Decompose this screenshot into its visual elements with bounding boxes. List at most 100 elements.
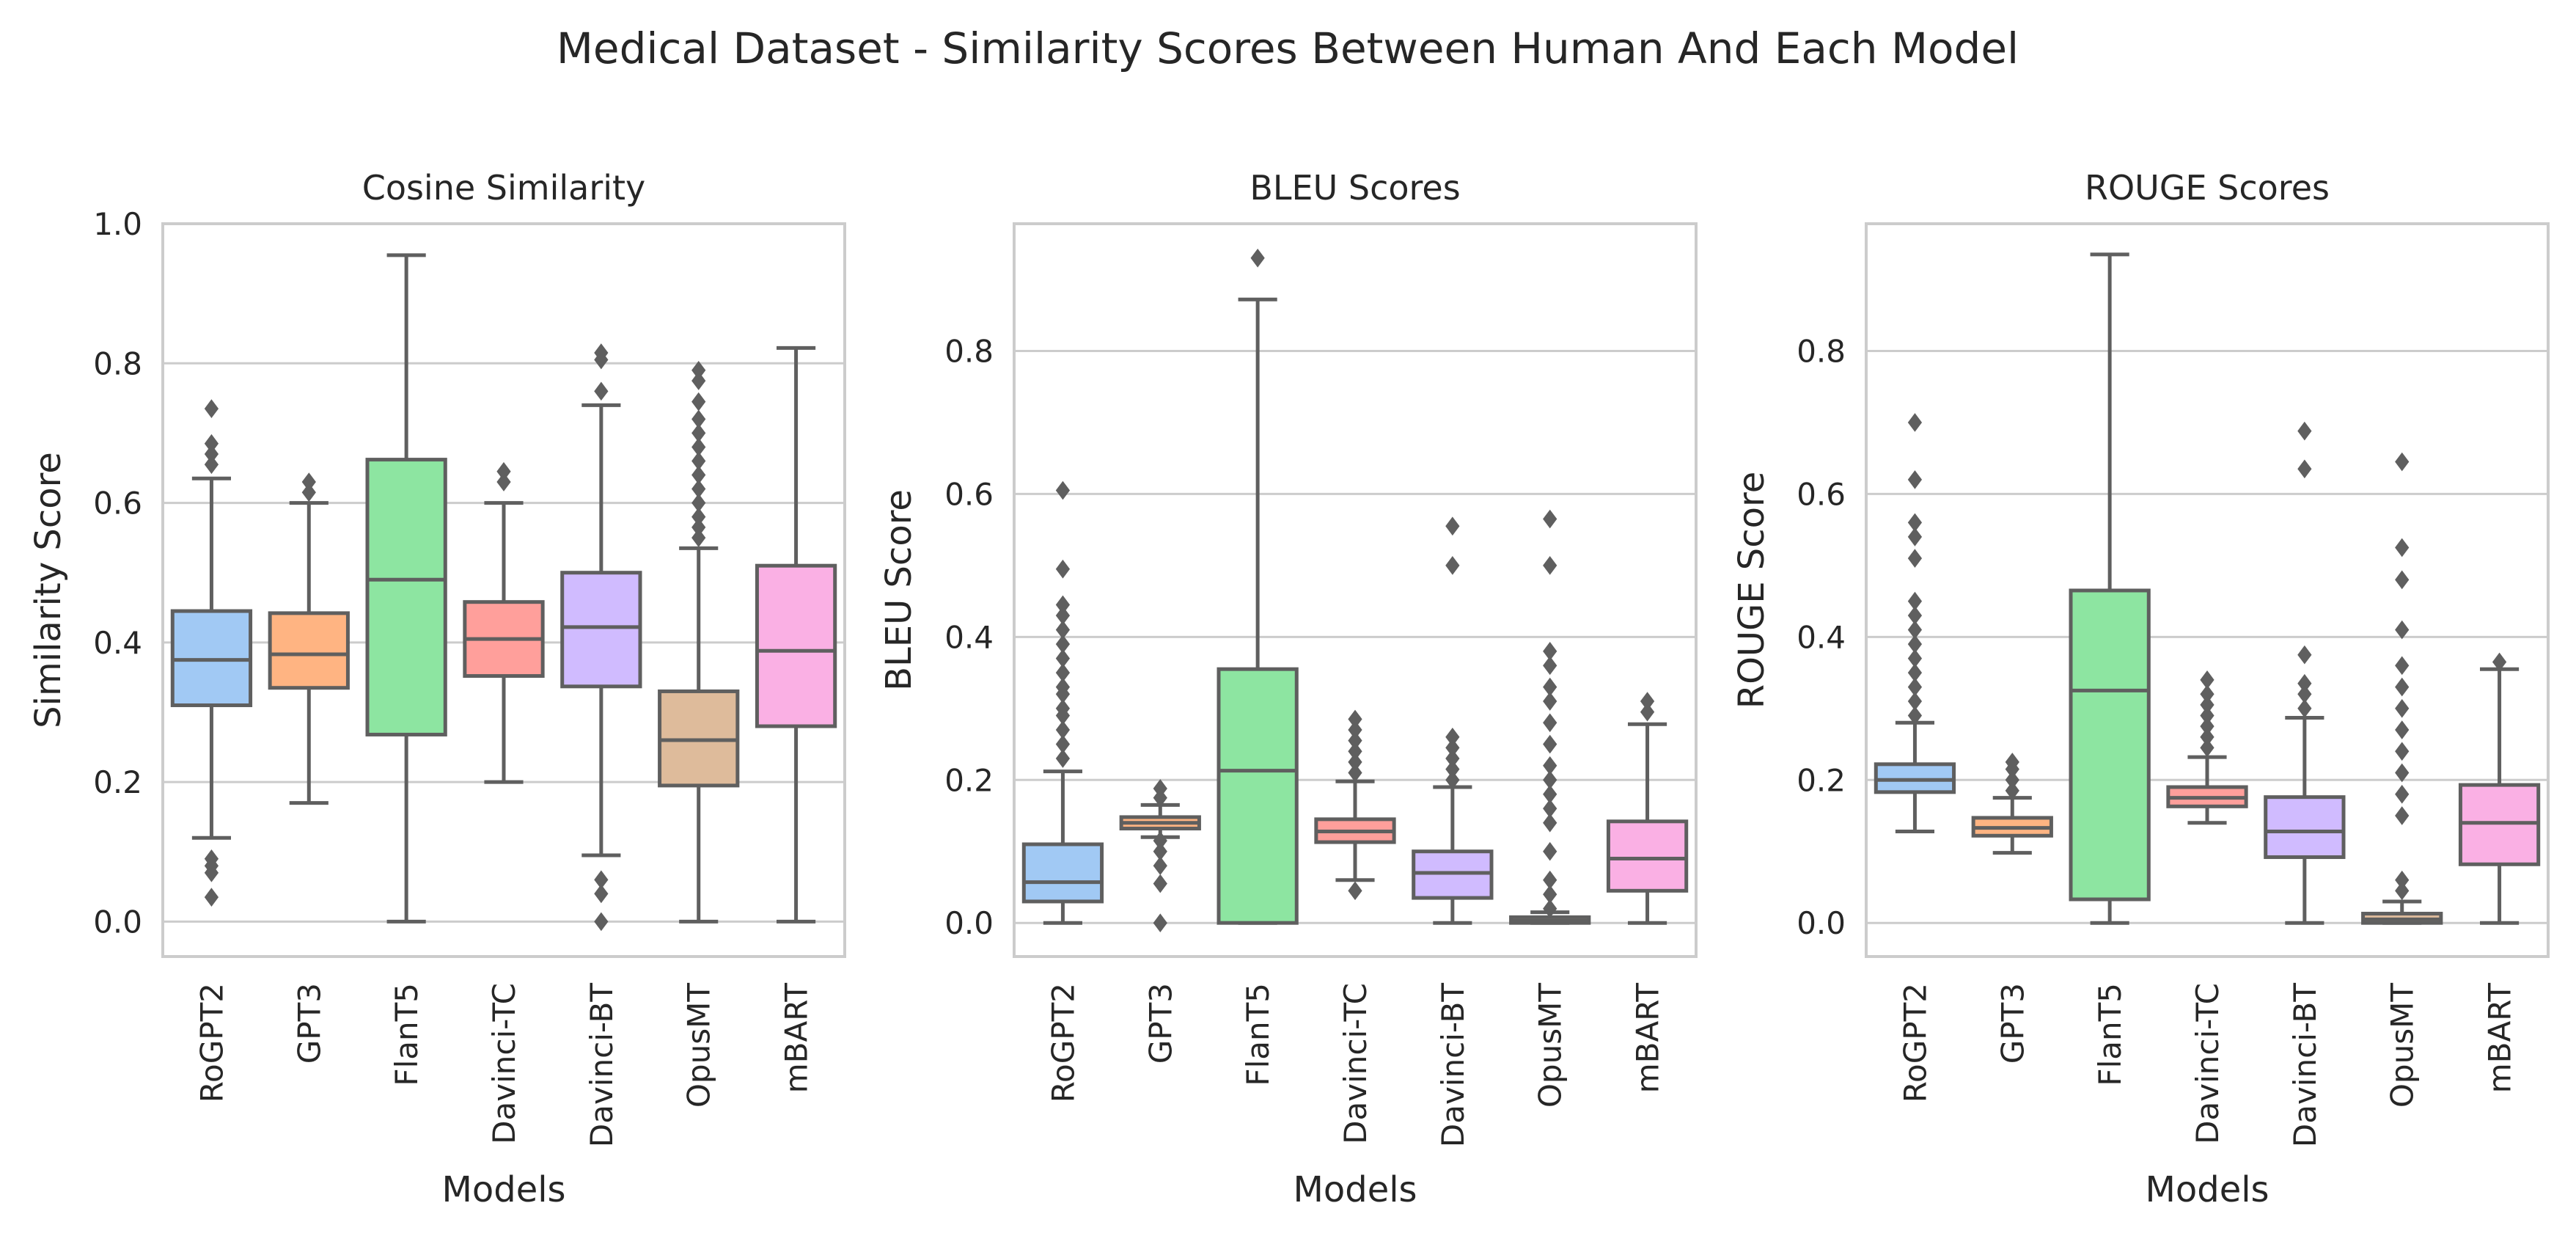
outlier-point bbox=[1907, 692, 1923, 711]
outlier-point bbox=[1055, 635, 1071, 654]
outlier-point bbox=[594, 884, 609, 904]
outlier-point bbox=[1055, 595, 1071, 615]
y-tick-label: 0.0 bbox=[93, 904, 142, 940]
outlier-point bbox=[1640, 692, 1655, 711]
outlier-point bbox=[1907, 620, 1923, 640]
outlier-point bbox=[1445, 727, 1460, 747]
y-tick-label: 0.8 bbox=[944, 333, 994, 369]
outlier-point bbox=[2200, 717, 2214, 736]
outlier-point bbox=[204, 888, 219, 907]
iqr-box bbox=[2264, 795, 2346, 860]
outlier-point bbox=[2297, 673, 2312, 693]
outlier-point bbox=[1907, 648, 1923, 668]
outlier-point bbox=[1543, 899, 1557, 918]
x-tick-label: Davinci-BT bbox=[584, 983, 620, 1147]
x-axis-label: Models bbox=[1293, 1169, 1417, 1210]
outlier-point bbox=[1250, 248, 1265, 268]
x-tick-label: FlanT5 bbox=[389, 983, 425, 1086]
outlier-point bbox=[1543, 813, 1557, 833]
outlier-point bbox=[1907, 606, 1923, 625]
outlier-point bbox=[1907, 413, 1923, 432]
outlier-point bbox=[1153, 779, 1167, 798]
outlier-point bbox=[1543, 692, 1557, 711]
y-tick-label: 0.2 bbox=[944, 762, 994, 798]
outlier-point bbox=[1348, 742, 1362, 761]
outlier-point bbox=[1445, 738, 1460, 758]
outlier-point bbox=[1907, 549, 1923, 568]
x-tick-label: RoGPT2 bbox=[194, 983, 230, 1102]
x-tick-label: mBART bbox=[779, 983, 815, 1094]
outlier-point bbox=[1543, 556, 1557, 575]
outlier-point bbox=[1153, 831, 1167, 850]
box-Davinci-BT bbox=[2264, 421, 2346, 925]
outlier-point bbox=[1445, 770, 1460, 790]
outlier-point bbox=[2395, 720, 2410, 739]
outlier-point bbox=[204, 445, 219, 464]
iqr-box bbox=[1606, 819, 1689, 893]
y-tick-label: 1.0 bbox=[93, 206, 142, 242]
iqr-box bbox=[1217, 667, 1299, 925]
box-FlanT5 bbox=[2069, 252, 2151, 925]
iqr-box bbox=[268, 611, 350, 690]
outlier-point bbox=[2395, 570, 2410, 590]
outlier-point bbox=[1348, 753, 1362, 772]
axes-frame bbox=[1013, 222, 1698, 958]
box-OpusMT bbox=[1509, 509, 1591, 925]
outlier-point bbox=[1348, 881, 1362, 901]
x-tick-label: OpusMT bbox=[1533, 983, 1568, 1108]
outlier-point bbox=[204, 399, 219, 418]
iqr-box bbox=[560, 571, 642, 689]
y-tick-label: 0.6 bbox=[93, 486, 142, 522]
outlier-point bbox=[594, 381, 609, 401]
outlier-point bbox=[1543, 756, 1557, 775]
outlier-point bbox=[1348, 720, 1362, 739]
outlier-point bbox=[1543, 641, 1557, 661]
outlier-point bbox=[1543, 734, 1557, 754]
outlier-point bbox=[1055, 677, 1071, 697]
outlier-point bbox=[1543, 841, 1557, 861]
outlier-point bbox=[691, 437, 706, 457]
outlier-point bbox=[2395, 881, 2410, 901]
x-tick-label: mBART bbox=[1630, 983, 1666, 1094]
outlier-point bbox=[1055, 749, 1071, 768]
outlier-point bbox=[1907, 527, 1923, 546]
y-tick-label: 0.2 bbox=[93, 764, 142, 800]
x-tick-label: Davinci-TC bbox=[486, 983, 522, 1144]
y-axis-label: Similarity Score bbox=[28, 452, 69, 728]
outlier-point bbox=[1543, 885, 1557, 904]
outlier-point bbox=[691, 451, 706, 471]
outlier-point bbox=[594, 870, 609, 890]
outlier-point bbox=[1055, 698, 1071, 718]
outlier-point bbox=[2297, 684, 2312, 704]
y-axis-label: BLEU Score bbox=[878, 489, 920, 691]
panel-title: Cosine Similarity bbox=[362, 168, 646, 208]
outlier-point bbox=[691, 423, 706, 443]
outlier-point bbox=[1153, 874, 1167, 893]
x-tick-label: OpusMT bbox=[2385, 983, 2421, 1108]
outlier-point bbox=[496, 472, 511, 491]
outlier-point bbox=[1907, 591, 1923, 611]
outlier-point bbox=[594, 912, 609, 932]
x-tick-label: GPT3 bbox=[1142, 983, 1178, 1064]
outlier-point bbox=[2200, 727, 2214, 747]
box-FlanT5 bbox=[365, 253, 447, 924]
outlier-point bbox=[2297, 698, 2312, 718]
outlier-point bbox=[496, 461, 511, 481]
box-mBART bbox=[1606, 692, 1689, 925]
outlier-point bbox=[2395, 870, 2410, 890]
x-tick-label: OpusMT bbox=[681, 983, 717, 1108]
panel-title: ROUGE Scores bbox=[2085, 168, 2330, 208]
y-tick-label: 0.8 bbox=[93, 345, 142, 381]
outlier-point bbox=[1348, 709, 1362, 729]
box-mBART bbox=[2458, 652, 2541, 925]
box-Davinci-BT bbox=[1412, 516, 1494, 925]
outlier-point bbox=[1907, 635, 1923, 654]
x-tick-label: Davinci-BT bbox=[2287, 983, 2323, 1147]
outlier-point bbox=[1543, 799, 1557, 819]
outlier-point bbox=[1153, 841, 1167, 861]
box-RoGPT2 bbox=[170, 399, 253, 907]
outlier-point bbox=[1055, 734, 1071, 754]
outlier-point bbox=[1907, 513, 1923, 533]
box-GPT3 bbox=[1119, 779, 1201, 933]
box-RoGPT2 bbox=[1874, 413, 1956, 833]
